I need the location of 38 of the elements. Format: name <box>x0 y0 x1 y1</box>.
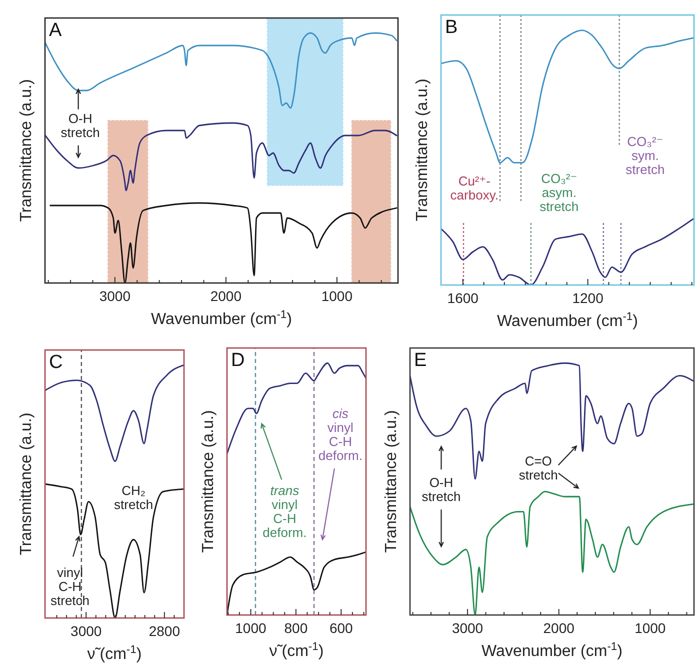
x-tick-label: 2000 <box>543 620 575 636</box>
annotation: cis vinyl C-H deform. <box>318 406 362 464</box>
y-axis-title: Transmittance (a.u.) <box>200 410 217 553</box>
annotation: trans vinyl C-H deform. <box>262 483 307 540</box>
x-axis-title: ν̃ (cm$^{-1}$) <box>269 641 324 660</box>
x-tick-label: 3000 <box>99 288 131 304</box>
annotation: O-H stretch <box>60 110 100 140</box>
y-axis-title: Transmittance (a.u.) <box>18 79 35 222</box>
x-tick-label: 1600 <box>447 290 479 306</box>
x-axis-title: Wavenumber (cm$^{-1}$) <box>497 311 638 330</box>
x-tick-label: 1000 <box>235 620 267 636</box>
chart-title: A <box>49 20 62 41</box>
annotation: Cu²⁺- carboxy. <box>450 173 498 202</box>
x-tick-label: 800 <box>284 620 308 636</box>
y-axis-title: Transmittance (a.u.) <box>18 412 35 556</box>
x-axis-title: ν̃ (cm$^{-1}$) <box>87 644 142 663</box>
chart-title: C <box>49 352 63 373</box>
annotation: CH₂ stretch <box>114 482 154 512</box>
y-axis-title: Transmittance (a.u.) <box>414 78 431 222</box>
x-tick-label: 3000 <box>70 623 102 639</box>
annotation: CO₃²⁻ asym. stretch <box>540 171 579 214</box>
x-tick-label: 3000 <box>452 620 484 636</box>
x-tick-label: 1000 <box>321 288 353 304</box>
x-tick-label: 1200 <box>572 290 604 306</box>
annotation: C=O stretch <box>518 454 558 483</box>
x-tick-label: 2800 <box>148 623 180 639</box>
annotation: O-H stretch <box>422 475 461 504</box>
chart-title: D <box>231 350 245 371</box>
x-tick-label: 1000 <box>634 620 666 636</box>
x-axis-title: Wavenumber (cm$^{-1}$) <box>482 641 622 660</box>
chart-title: E <box>414 350 427 371</box>
annotation: vinyl C-H stretch <box>50 565 90 608</box>
chart-title: B <box>445 17 458 38</box>
x-axis-title: Wavenumber (cm$^{-1}$) <box>151 309 292 328</box>
y-axis-title: Transmittance (a.u.) <box>383 410 400 553</box>
x-tick-label: 2000 <box>210 288 242 304</box>
annotation: CO₃²⁻ sym. stretch <box>626 134 665 177</box>
x-tick-label: 600 <box>329 620 354 636</box>
